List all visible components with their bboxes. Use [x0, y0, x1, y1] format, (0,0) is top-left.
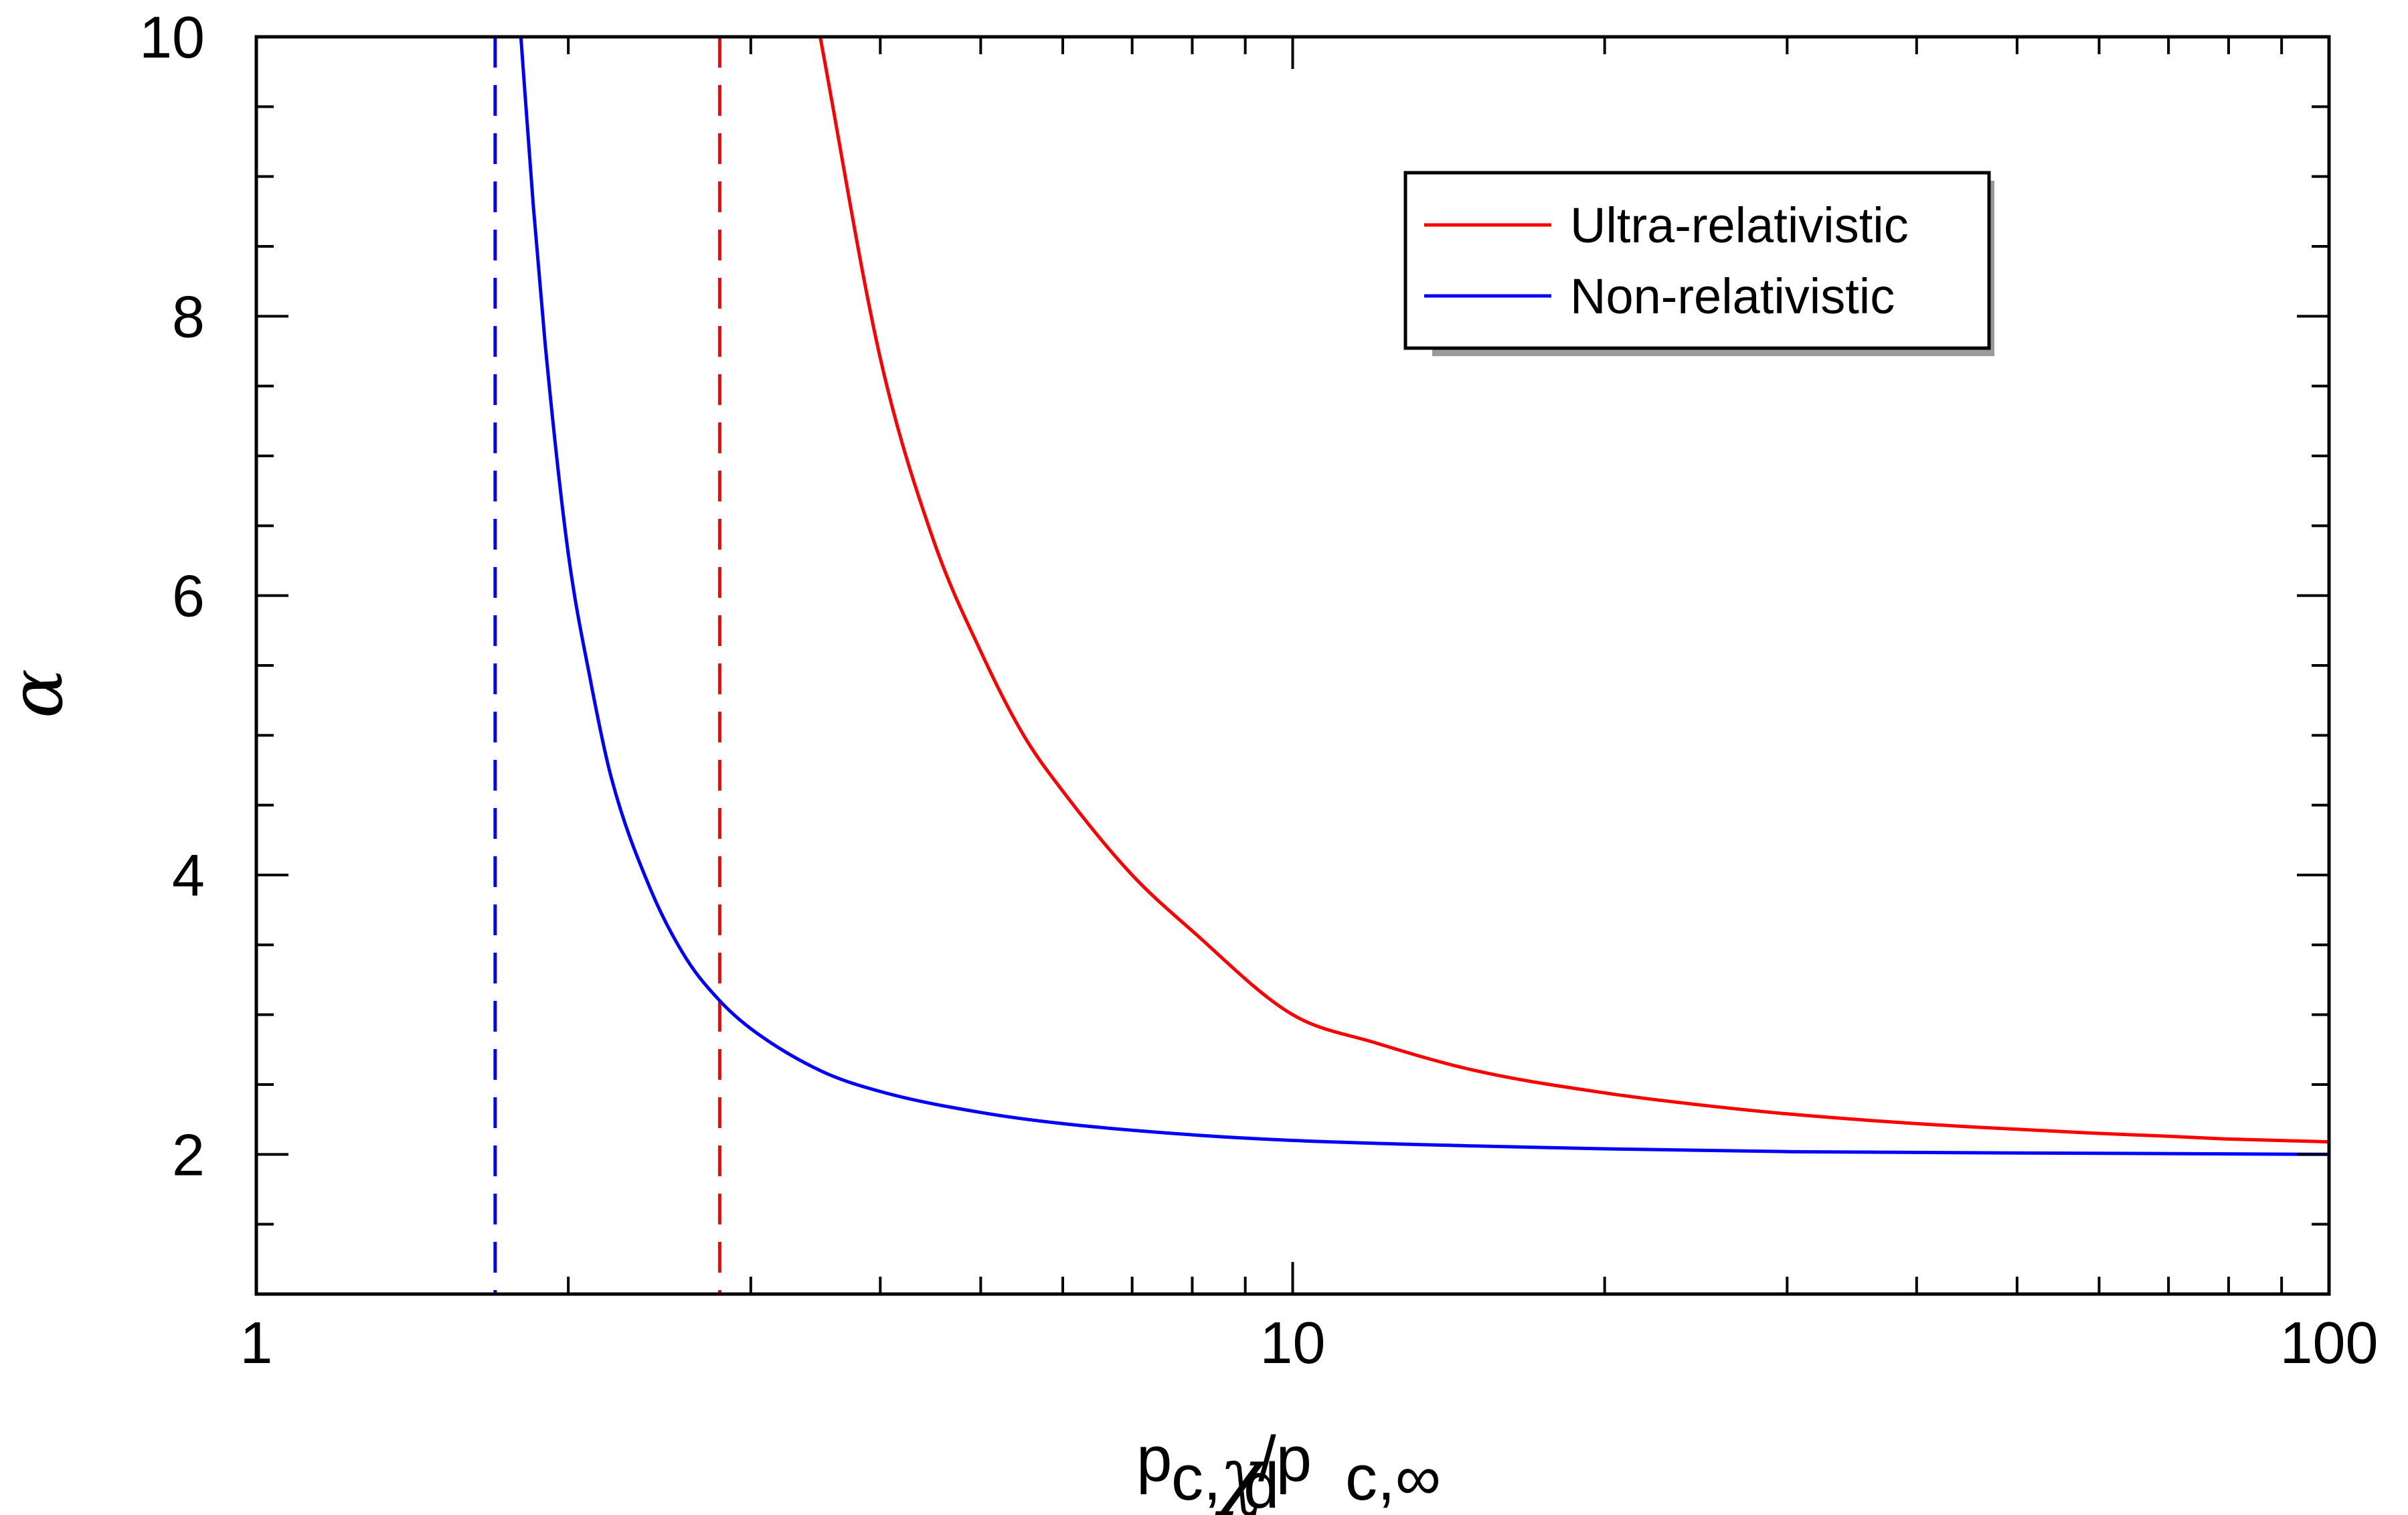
legend-label-non: Non-relativistic [1570, 268, 1895, 324]
y-tick-label: 6 [172, 563, 205, 629]
axes: 1 10 100 2 4 6 8 10 [139, 4, 2378, 1376]
y-tick-label: 4 [172, 842, 205, 908]
x-tick-label: 100 [2280, 1309, 2379, 1376]
plot-marks [493, 36, 2330, 1294]
plot-frame [254, 35, 2331, 1296]
legend: Ultra-relativistic Non-relativistic [1403, 171, 1994, 356]
legend-box [1403, 171, 1991, 350]
series-line-1 [819, 36, 2330, 1144]
y-tick-label: 2 [172, 1121, 205, 1188]
x-tick-label: 10 [1260, 1309, 1326, 1376]
x-axis-label-slash: /p [1258, 1423, 1312, 1495]
x-axis-label: p c, χ d /p c,∞ [1136, 1423, 1441, 1515]
x-axis-label-chi: χ [1215, 1431, 1268, 1515]
series-line-2 [519, 36, 2330, 1156]
x-axis-label-subd: d [1243, 1450, 1279, 1515]
y-axis-label: α [0, 669, 79, 718]
y-tick-label: 8 [172, 283, 205, 349]
x-axis-label-sub2: c,∞ [1345, 1442, 1441, 1514]
x-tick-label: 1 [240, 1309, 273, 1376]
y-tick-label: 10 [139, 4, 205, 70]
legend-label-ultra: Ultra-relativistic [1570, 197, 1909, 253]
x-axis-label-sub1: c, [1171, 1442, 1221, 1514]
x-axis-label-p: p [1136, 1423, 1172, 1495]
